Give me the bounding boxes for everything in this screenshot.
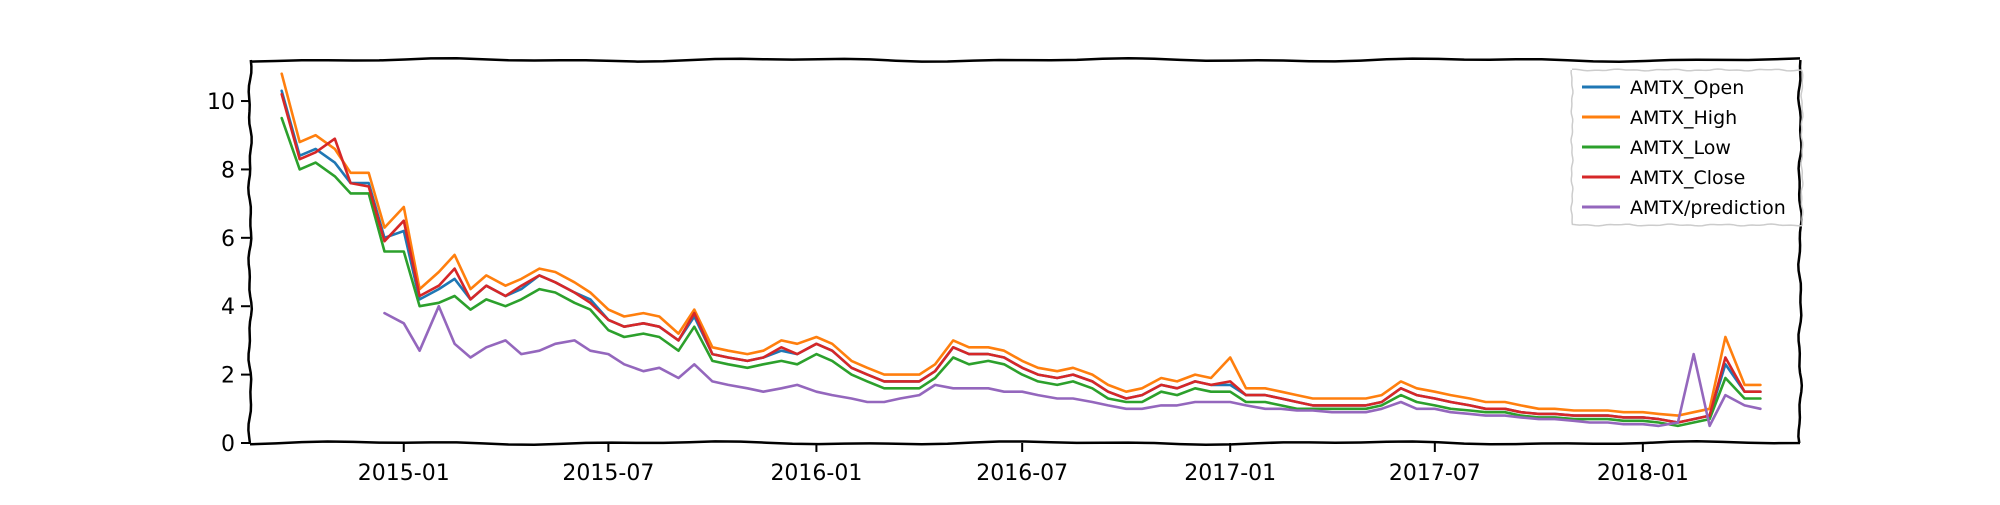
series-line-1: [280, 72, 1762, 417]
legend-label: AMTX_Open: [1630, 77, 1744, 99]
x-axis: 2015-01 2015-07 2016-01 2016-07 2017-01 2017-…: [358, 443, 1689, 486]
legend: AMTX_Open AMTX_High AMTX_Low AMTX_Close AMTX…: [1570, 68, 1804, 227]
x-tick-label: 2017-07: [1389, 461, 1481, 486]
y-tick-label: 0: [221, 432, 235, 457]
legend-label: AMTX_Close: [1630, 167, 1745, 189]
series-layer: [280, 72, 1762, 428]
series-line-2: [280, 116, 1762, 428]
legend-label: AMTX_Low: [1630, 137, 1731, 159]
series-line-4: [383, 304, 1762, 428]
legend-frame: [1570, 68, 1804, 227]
x-tick-label: 2017-01: [1184, 461, 1276, 486]
y-tick-label: 4: [221, 295, 235, 320]
x-tick-label: 2015-07: [562, 461, 654, 486]
y-tick-label: 8: [221, 158, 235, 183]
series-line-3: [280, 92, 1762, 424]
x-tick-label: 2016-01: [770, 461, 862, 486]
plot-area-frame: [247, 56, 1804, 447]
legend-items: AMTX_Open AMTX_High AMTX_Low AMTX_Close AMTX…: [1582, 77, 1786, 219]
y-tick-label: 6: [221, 227, 235, 252]
x-tick-label: 2018-01: [1597, 461, 1689, 486]
legend-label: AMTX_High: [1630, 107, 1737, 129]
legend-label: AMTX/prediction: [1630, 197, 1786, 219]
y-tick-label: 2: [221, 364, 235, 389]
y-axis: 0 2 4 6 8 10: [207, 90, 250, 457]
y-tick-label: 10: [207, 90, 235, 115]
x-tick-label: 2015-01: [358, 461, 450, 486]
x-tick-label: 2016-07: [976, 461, 1068, 486]
